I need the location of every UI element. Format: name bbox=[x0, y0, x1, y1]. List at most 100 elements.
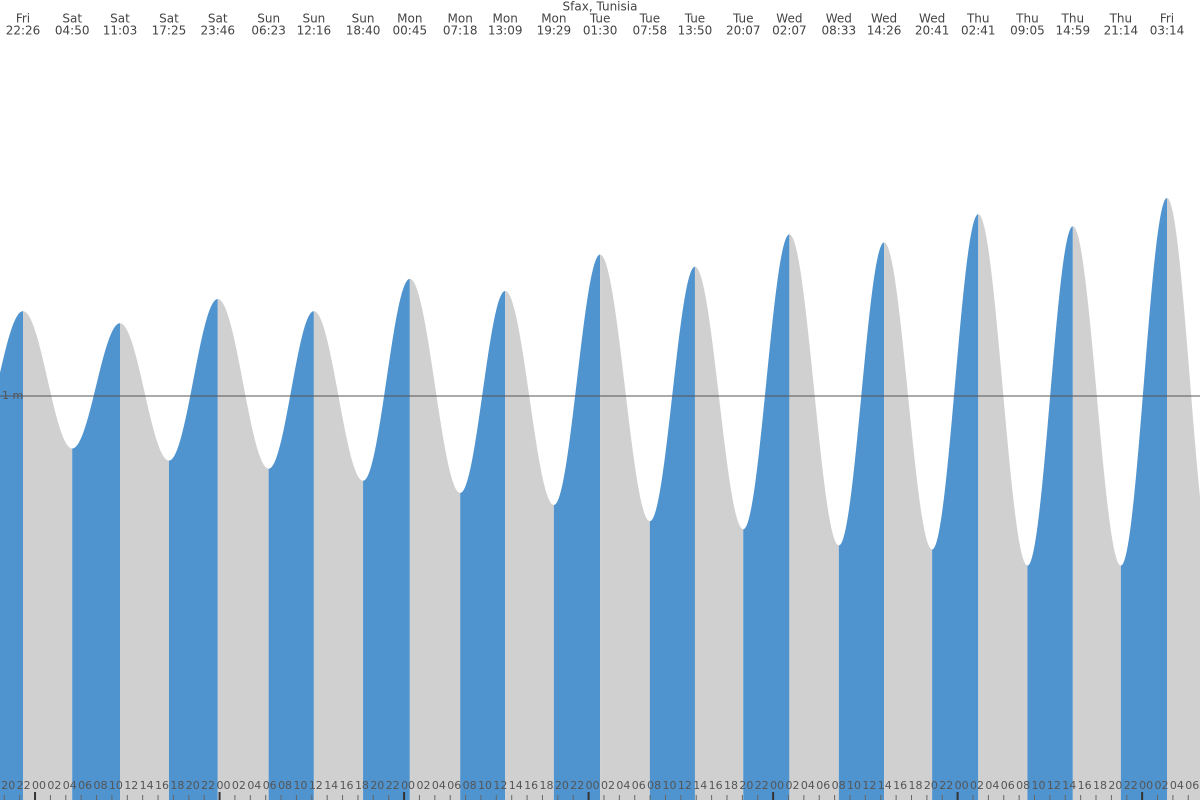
hour-label: 02 bbox=[47, 779, 61, 792]
hour-label: 04 bbox=[616, 779, 630, 792]
hour-label: 20 bbox=[186, 779, 200, 792]
extreme-day: Sun bbox=[352, 12, 375, 26]
hour-label: 12 bbox=[678, 779, 692, 792]
extreme-day: Sat bbox=[159, 12, 179, 26]
extreme-time: 03:14 bbox=[1150, 24, 1185, 38]
hour-label: 04 bbox=[1170, 779, 1184, 792]
hour-label: 16 bbox=[709, 779, 723, 792]
extreme-day: Fri bbox=[16, 12, 30, 26]
extreme-time: 17:25 bbox=[152, 24, 187, 38]
extreme-day: Sat bbox=[62, 12, 82, 26]
hour-label: 08 bbox=[1016, 779, 1030, 792]
hour-label: 06 bbox=[1185, 779, 1199, 792]
extreme-day: Thu bbox=[1109, 12, 1133, 26]
rising-area bbox=[363, 278, 410, 800]
extreme-time: 20:41 bbox=[915, 24, 950, 38]
hour-label: 22 bbox=[1124, 779, 1138, 792]
hour-label: 16 bbox=[1078, 779, 1092, 792]
rising-area bbox=[72, 323, 120, 800]
falling-area bbox=[789, 234, 839, 800]
falling-area bbox=[978, 214, 1028, 800]
rising-area bbox=[168, 298, 218, 800]
extreme-time: 00:45 bbox=[393, 24, 428, 38]
hour-label: 20 bbox=[924, 779, 938, 792]
hour-label: 00 bbox=[955, 779, 969, 792]
extreme-day: Thu bbox=[1061, 12, 1085, 26]
rising-area bbox=[1027, 226, 1073, 800]
hour-label: 14 bbox=[509, 779, 523, 792]
rising-area bbox=[460, 290, 506, 800]
falling-area bbox=[409, 278, 461, 800]
extreme-day: Mon bbox=[397, 12, 422, 26]
hour-label: 00 bbox=[32, 779, 46, 792]
extreme-day: Wed bbox=[826, 12, 852, 26]
hour-label: 00 bbox=[401, 779, 415, 792]
hour-label: 22 bbox=[939, 779, 953, 792]
hour-label: 02 bbox=[970, 779, 984, 792]
rising-area bbox=[268, 311, 314, 800]
rising-area bbox=[743, 234, 790, 800]
hour-label: 10 bbox=[1032, 779, 1046, 792]
hour-label: 08 bbox=[278, 779, 292, 792]
hour-label: 16 bbox=[340, 779, 354, 792]
hour-label: 02 bbox=[785, 779, 799, 792]
hour-label: 16 bbox=[524, 779, 538, 792]
hour-label: 06 bbox=[1001, 779, 1015, 792]
extreme-day: Thu bbox=[1015, 12, 1039, 26]
extreme-time: 07:58 bbox=[633, 24, 668, 38]
extreme-day: Tue bbox=[639, 12, 661, 26]
hour-label: 02 bbox=[232, 779, 246, 792]
hour-label: 14 bbox=[140, 779, 154, 792]
extreme-day: Sun bbox=[302, 12, 325, 26]
rising-area bbox=[1120, 197, 1167, 800]
hour-label: 06 bbox=[447, 779, 461, 792]
extreme-time: 13:09 bbox=[488, 24, 523, 38]
hour-label: 10 bbox=[662, 779, 676, 792]
hour-label: 10 bbox=[478, 779, 492, 792]
extreme-time: 23:46 bbox=[200, 24, 235, 38]
tide-areas bbox=[0, 197, 1200, 800]
hour-label: 08 bbox=[832, 779, 846, 792]
rising-area bbox=[649, 266, 695, 800]
extreme-day: Sat bbox=[208, 12, 228, 26]
extreme-day: Tue bbox=[684, 12, 706, 26]
hour-label: 14 bbox=[693, 779, 707, 792]
hour-label: 22 bbox=[386, 779, 400, 792]
rising-area bbox=[553, 254, 601, 800]
falling-area bbox=[884, 242, 933, 800]
falling-area bbox=[313, 311, 364, 800]
hour-label: 10 bbox=[293, 779, 307, 792]
extreme-day: Sat bbox=[110, 12, 130, 26]
hour-label: 00 bbox=[1139, 779, 1153, 792]
hour-label: 10 bbox=[109, 779, 123, 792]
extreme-day: Sun bbox=[257, 12, 280, 26]
falling-area bbox=[694, 266, 744, 800]
hour-label: 20 bbox=[555, 779, 569, 792]
hour-label: 16 bbox=[155, 779, 169, 792]
falling-area bbox=[1072, 226, 1121, 800]
hour-label: 20 bbox=[739, 779, 753, 792]
hour-label: 04 bbox=[801, 779, 815, 792]
extreme-time: 14:59 bbox=[1056, 24, 1091, 38]
extreme-time: 18:40 bbox=[346, 24, 381, 38]
falling-area bbox=[505, 290, 554, 800]
hour-label: 04 bbox=[432, 779, 446, 792]
hour-label: 06 bbox=[78, 779, 92, 792]
hour-label: 18 bbox=[170, 779, 184, 792]
hour-label: 18 bbox=[355, 779, 369, 792]
hour-label: 18 bbox=[908, 779, 922, 792]
falling-area bbox=[23, 311, 73, 800]
hour-label: 02 bbox=[416, 779, 430, 792]
extreme-time: 14:26 bbox=[867, 24, 902, 38]
extreme-time: 22:26 bbox=[6, 24, 41, 38]
extreme-time: 02:41 bbox=[961, 24, 996, 38]
extreme-day: Wed bbox=[776, 12, 802, 26]
hour-label: 02 bbox=[1155, 779, 1169, 792]
hour-label: 12 bbox=[862, 779, 876, 792]
hour-label: 08 bbox=[94, 779, 108, 792]
hour-label: 04 bbox=[985, 779, 999, 792]
extreme-time: 07:18 bbox=[443, 24, 478, 38]
hour-label: 00 bbox=[586, 779, 600, 792]
